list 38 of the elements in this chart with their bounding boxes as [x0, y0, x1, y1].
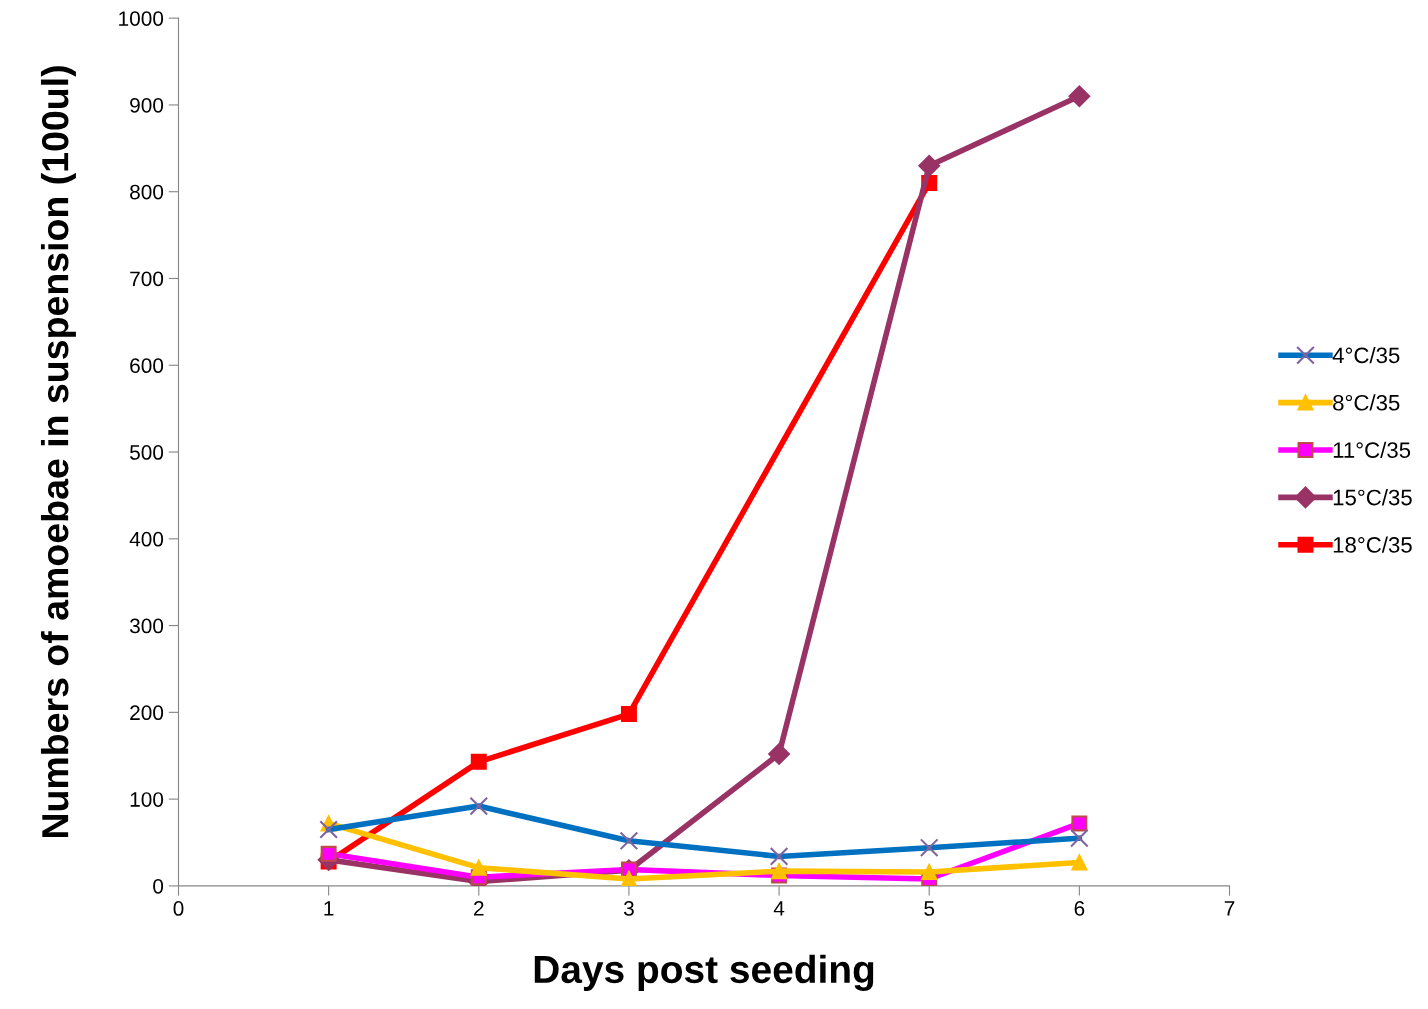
- legend-label: 11°C/35: [1333, 441, 1411, 458]
- y-tick-label: 900: [130, 97, 164, 113]
- x-tick-label: 3: [623, 901, 634, 916]
- point: [620, 870, 637, 886]
- point: [1068, 85, 1091, 108]
- x-tick-label: 2: [474, 901, 484, 916]
- x-tick-label: 4: [773, 901, 785, 916]
- point: [620, 706, 637, 723]
- point: [921, 864, 938, 880]
- y-axis-title: Numbers of amoebae in suspension (100ul): [40, 66, 76, 838]
- y-tick-label: 0: [153, 878, 164, 894]
- x-tick-label: 7: [1224, 901, 1235, 916]
- legend-label: 8°C/35: [1333, 394, 1400, 411]
- y-tick-label: 800: [130, 184, 164, 200]
- x-tick-label: 5: [924, 901, 935, 916]
- x-tick-label: 0: [173, 901, 184, 916]
- point: [771, 863, 788, 880]
- point: [1071, 815, 1088, 832]
- x-tick-label: 1: [324, 901, 334, 916]
- y-tick-label: 200: [130, 705, 164, 721]
- y-tick-label: 100: [130, 792, 164, 807]
- x-tick-label: 6: [1074, 901, 1085, 916]
- y-tick-label: 600: [130, 358, 164, 374]
- point: [320, 845, 337, 862]
- point: [470, 753, 487, 770]
- x-axis-title: Days post seeding: [534, 954, 874, 992]
- y-tick-label: 300: [129, 618, 164, 634]
- y-tick-label: 700: [130, 271, 164, 287]
- legend-label: 15°C/35: [1333, 489, 1412, 506]
- point: [1071, 854, 1088, 871]
- y-tick-label: 400: [129, 531, 164, 547]
- point: [470, 859, 487, 876]
- point: [918, 154, 941, 177]
- y-tick-label: 500: [129, 445, 164, 460]
- legend-label: 18°C/35: [1333, 536, 1412, 553]
- legend-label: 4°C/35: [1332, 346, 1400, 364]
- point: [768, 743, 790, 765]
- y-tick-label: 1000: [119, 11, 164, 26]
